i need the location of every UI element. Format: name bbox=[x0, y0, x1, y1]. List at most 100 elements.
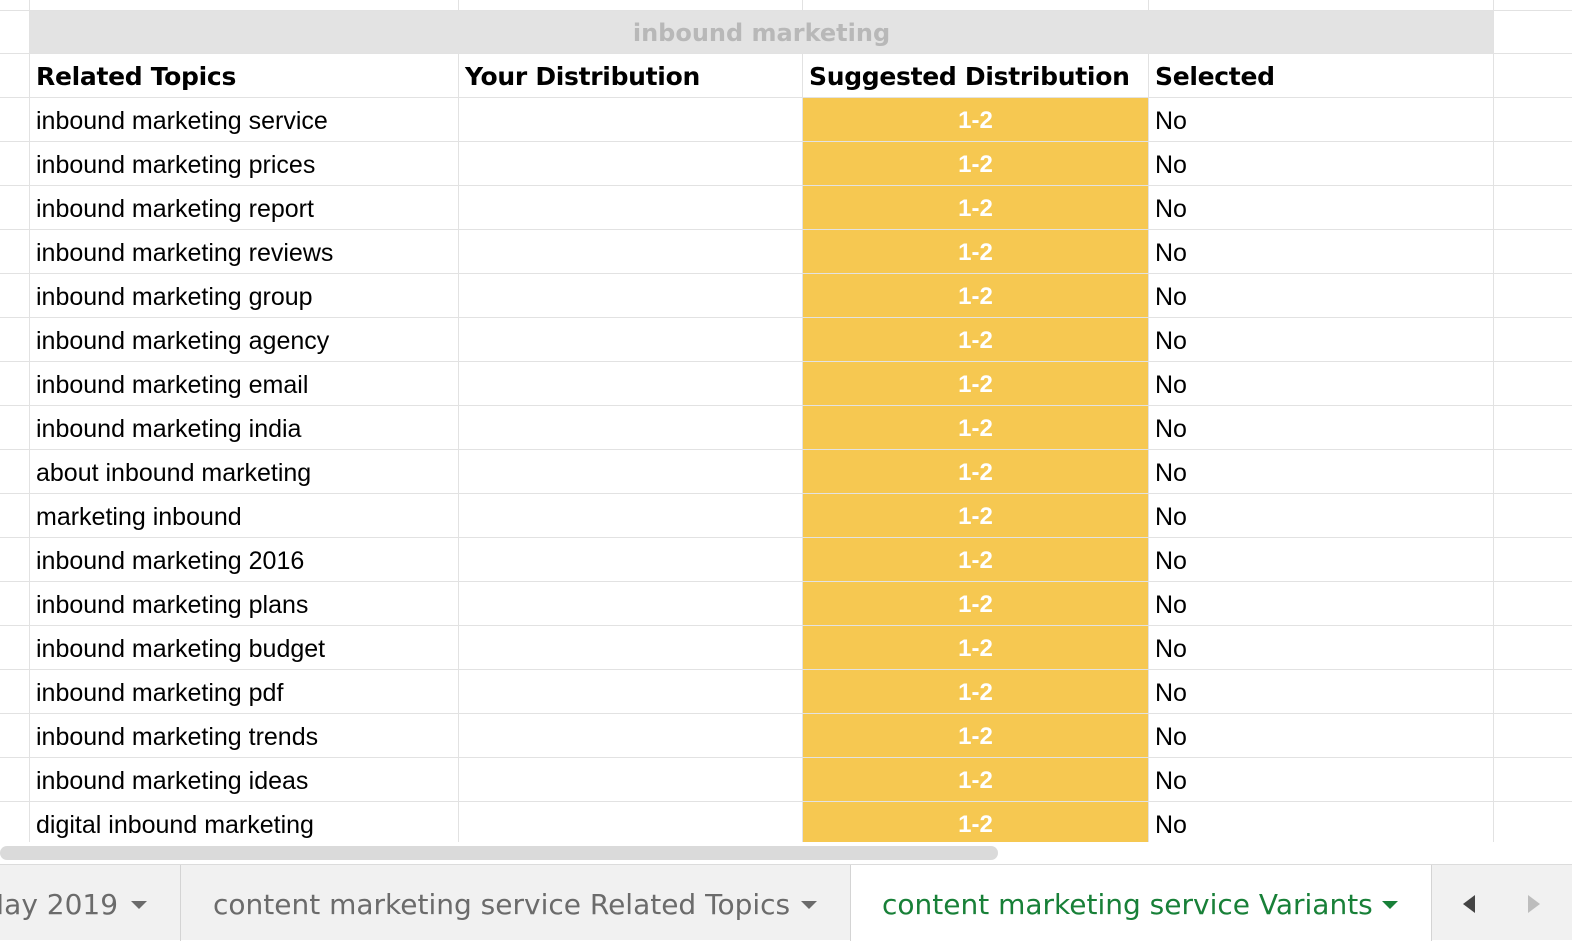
suggested-distribution-cell[interactable]: 1-2 bbox=[803, 406, 1148, 450]
tab-label: content marketing service Related Topics bbox=[213, 888, 791, 921]
related-topic-cell[interactable]: marketing inbound bbox=[36, 503, 242, 531]
your-distribution-cell[interactable] bbox=[459, 582, 802, 626]
column-divider bbox=[458, 0, 459, 842]
table-row: inbound marketing reviews 1-2 No bbox=[0, 230, 1572, 274]
selected-cell[interactable]: No bbox=[1155, 371, 1187, 399]
triangle-right-icon[interactable] bbox=[1528, 895, 1540, 913]
suggested-distribution-cell[interactable]: 1-2 bbox=[803, 802, 1148, 842]
table-row: about inbound marketing 1-2 No bbox=[0, 450, 1572, 494]
sheet-title[interactable]: inbound marketing bbox=[632, 19, 891, 47]
related-topic-cell[interactable]: inbound marketing pdf bbox=[36, 679, 284, 707]
selected-cell[interactable]: No bbox=[1155, 591, 1187, 619]
suggested-distribution-cell[interactable]: 1-2 bbox=[803, 450, 1148, 494]
header-suggested-distribution[interactable]: Suggested Distribution bbox=[809, 62, 1130, 91]
suggested-distribution-cell[interactable]: 1-2 bbox=[803, 274, 1148, 318]
table-row: inbound marketing email 1-2 No bbox=[0, 362, 1572, 406]
your-distribution-cell[interactable] bbox=[459, 450, 802, 494]
related-topic-cell[interactable]: inbound marketing india bbox=[36, 415, 302, 443]
your-distribution-cell[interactable] bbox=[459, 318, 802, 362]
selected-cell[interactable]: No bbox=[1155, 151, 1187, 179]
your-distribution-cell[interactable] bbox=[459, 670, 802, 714]
related-topic-cell[interactable]: inbound marketing ideas bbox=[36, 767, 309, 795]
triangle-left-icon[interactable] bbox=[1463, 895, 1475, 913]
suggested-distribution-cell[interactable]: 1-2 bbox=[803, 186, 1148, 230]
tab-label: content marketing service Variants bbox=[882, 888, 1373, 921]
table-row: digital inbound marketing 1-2 No bbox=[0, 802, 1572, 842]
your-distribution-cell[interactable] bbox=[459, 714, 802, 758]
table-row: inbound marketing ideas 1-2 No bbox=[0, 758, 1572, 802]
header-your-distribution[interactable]: Your Distribution bbox=[465, 62, 700, 91]
related-topic-cell[interactable]: inbound marketing plans bbox=[36, 591, 309, 619]
suggested-distribution-cell[interactable]: 1-2 bbox=[803, 230, 1148, 274]
selected-cell[interactable]: No bbox=[1155, 811, 1187, 839]
tab-may-2019[interactable]: May 2019 bbox=[0, 865, 181, 941]
your-distribution-cell[interactable] bbox=[459, 494, 802, 538]
related-topic-cell[interactable]: about inbound marketing bbox=[36, 459, 312, 487]
related-topic-cell[interactable]: inbound marketing group bbox=[36, 283, 313, 311]
related-topic-cell[interactable]: inbound marketing reviews bbox=[36, 239, 334, 267]
suggested-distribution-cell[interactable]: 1-2 bbox=[803, 98, 1148, 142]
selected-cell[interactable]: No bbox=[1155, 239, 1187, 267]
your-distribution-cell[interactable] bbox=[459, 362, 802, 406]
related-topic-cell[interactable]: inbound marketing service bbox=[36, 107, 328, 135]
your-distribution-cell[interactable] bbox=[459, 758, 802, 802]
related-topic-cell[interactable]: inbound marketing 2016 bbox=[36, 547, 305, 575]
tab-content-marketing-service-variants[interactable]: content marketing service Variants bbox=[851, 865, 1432, 941]
suggested-distribution-cell[interactable]: 1-2 bbox=[803, 318, 1148, 362]
related-topic-cell[interactable]: digital inbound marketing bbox=[36, 811, 314, 839]
related-topic-cell[interactable]: inbound marketing budget bbox=[36, 635, 326, 663]
table-row: inbound marketing 2016 1-2 No bbox=[0, 538, 1572, 582]
header-selected[interactable]: Selected bbox=[1155, 62, 1275, 91]
table-row: inbound marketing prices 1-2 No bbox=[0, 142, 1572, 186]
selected-cell[interactable]: No bbox=[1155, 107, 1187, 135]
table-row: inbound marketing group 1-2 No bbox=[0, 274, 1572, 318]
related-topic-cell[interactable]: inbound marketing email bbox=[36, 371, 309, 399]
horizontal-scrollbar-thumb[interactable] bbox=[0, 846, 998, 860]
your-distribution-cell[interactable] bbox=[459, 538, 802, 582]
row-divider bbox=[0, 801, 1572, 802]
tab-label: May 2019 bbox=[0, 888, 119, 921]
suggested-distribution-cell[interactable]: 1-2 bbox=[803, 626, 1148, 670]
horizontal-scrollbar[interactable] bbox=[0, 842, 1572, 864]
related-topic-cell[interactable]: inbound marketing prices bbox=[36, 151, 316, 179]
suggested-distribution-cell[interactable]: 1-2 bbox=[803, 362, 1148, 406]
your-distribution-cell[interactable] bbox=[459, 230, 802, 274]
selected-cell[interactable]: No bbox=[1155, 767, 1187, 795]
your-distribution-cell[interactable] bbox=[459, 274, 802, 318]
selected-cell[interactable]: No bbox=[1155, 547, 1187, 575]
your-distribution-cell[interactable] bbox=[459, 802, 802, 842]
suggested-distribution-cell[interactable]: 1-2 bbox=[803, 538, 1148, 582]
related-topic-cell[interactable]: inbound marketing trends bbox=[36, 723, 319, 751]
header-related-topics[interactable]: Related Topics bbox=[36, 62, 237, 91]
column-divider bbox=[1493, 0, 1494, 842]
selected-cell[interactable]: No bbox=[1155, 415, 1187, 443]
row-divider bbox=[0, 581, 1572, 582]
tab-content-marketing-service-related-topics[interactable]: content marketing service Related Topics bbox=[181, 865, 851, 941]
related-topic-cell[interactable]: inbound marketing report bbox=[36, 195, 314, 223]
suggested-distribution-cell[interactable]: 1-2 bbox=[803, 142, 1148, 186]
selected-cell[interactable]: No bbox=[1155, 723, 1187, 751]
chevron-down-icon[interactable] bbox=[801, 901, 817, 909]
table-row: marketing inbound 1-2 No bbox=[0, 494, 1572, 538]
suggested-distribution-cell[interactable]: 1-2 bbox=[803, 758, 1148, 802]
suggested-distribution-cell[interactable]: 1-2 bbox=[803, 582, 1148, 626]
related-topic-cell[interactable]: inbound marketing agency bbox=[36, 327, 330, 355]
suggested-distribution-cell[interactable]: 1-2 bbox=[803, 494, 1148, 538]
selected-cell[interactable]: No bbox=[1155, 195, 1187, 223]
selected-cell[interactable]: No bbox=[1155, 503, 1187, 531]
selected-cell[interactable]: No bbox=[1155, 327, 1187, 355]
chevron-down-icon[interactable] bbox=[131, 901, 147, 909]
your-distribution-cell[interactable] bbox=[459, 98, 802, 142]
selected-cell[interactable]: No bbox=[1155, 283, 1187, 311]
your-distribution-cell[interactable] bbox=[459, 406, 802, 450]
selected-cell[interactable]: No bbox=[1155, 679, 1187, 707]
suggested-distribution-cell[interactable]: 1-2 bbox=[803, 670, 1148, 714]
suggested-distribution-cell[interactable]: 1-2 bbox=[803, 714, 1148, 758]
your-distribution-cell[interactable] bbox=[459, 626, 802, 670]
chevron-down-icon[interactable] bbox=[1382, 901, 1398, 909]
spreadsheet-grid: inbound marketing Related Topics Your Di… bbox=[0, 0, 1572, 842]
your-distribution-cell[interactable] bbox=[459, 186, 802, 230]
your-distribution-cell[interactable] bbox=[459, 142, 802, 186]
selected-cell[interactable]: No bbox=[1155, 459, 1187, 487]
selected-cell[interactable]: No bbox=[1155, 635, 1187, 663]
